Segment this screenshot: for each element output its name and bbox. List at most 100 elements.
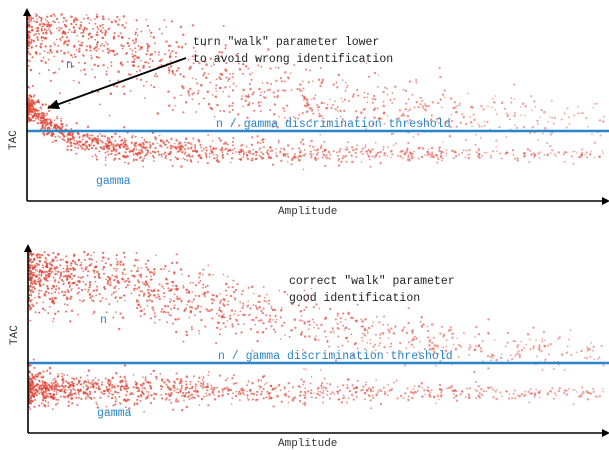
scatter-point xyxy=(477,149,481,152)
scatter-point xyxy=(569,329,572,331)
scatter-point xyxy=(124,161,126,164)
scatter-point xyxy=(152,150,155,153)
scatter-point xyxy=(37,263,40,266)
scatter-point xyxy=(39,256,42,259)
scatter-point xyxy=(38,386,41,390)
scatter-point xyxy=(85,398,87,400)
scatter-point xyxy=(180,165,183,168)
scatter-point xyxy=(420,315,424,319)
scatter-point xyxy=(415,101,418,104)
scatter-point xyxy=(86,125,90,129)
scatter-point xyxy=(64,294,66,296)
scatter-point xyxy=(475,397,478,400)
scatter-point xyxy=(374,98,377,101)
scatter-point xyxy=(400,350,402,353)
scatter-point xyxy=(297,156,300,159)
scatter-point xyxy=(112,143,115,146)
scatter-point xyxy=(456,105,459,107)
scatter-point xyxy=(593,141,597,144)
scatter-point xyxy=(258,154,261,157)
scatter-point xyxy=(208,155,211,158)
scatter-point xyxy=(565,393,569,396)
scatter-point xyxy=(495,358,498,362)
scatter-point xyxy=(77,287,80,290)
scatter-point xyxy=(386,115,389,117)
scatter-point xyxy=(475,151,478,154)
scatter-point xyxy=(28,30,31,34)
scatter-point xyxy=(194,148,197,151)
scatter-point xyxy=(224,379,227,382)
scatter-point xyxy=(417,147,420,150)
scatter-point xyxy=(134,33,137,36)
scatter-point xyxy=(51,297,54,300)
scatter-point xyxy=(553,117,556,120)
scatter-point xyxy=(56,273,58,275)
scatter-point xyxy=(365,62,368,64)
scatter-point xyxy=(164,53,167,56)
scatter-point xyxy=(262,321,265,325)
scatter-point xyxy=(299,394,302,397)
scatter-point xyxy=(85,384,88,387)
scatter-point xyxy=(58,389,61,392)
scatter-point xyxy=(317,157,320,160)
scatter-point xyxy=(72,385,75,388)
scatter-point xyxy=(590,392,593,395)
scatter-point xyxy=(85,49,88,52)
scatter-point xyxy=(82,270,85,272)
scatter-point xyxy=(53,139,57,142)
scatter-point xyxy=(242,150,244,153)
scatter-point xyxy=(123,364,127,367)
scatter-point xyxy=(115,148,118,151)
scatter-point xyxy=(82,386,85,388)
scatter-point xyxy=(403,326,406,329)
scatter-point xyxy=(319,114,322,117)
scatter-point xyxy=(208,273,211,276)
scatter-point xyxy=(62,270,65,273)
scatter-point xyxy=(40,108,43,110)
scatter-point xyxy=(70,31,73,33)
scatter-point xyxy=(31,303,34,306)
scatter-point xyxy=(62,133,65,136)
scatter-point xyxy=(331,391,334,394)
scatter-point xyxy=(573,114,576,117)
scatter-point xyxy=(592,349,594,352)
scatter-point xyxy=(260,65,263,68)
scatter-point xyxy=(290,89,293,91)
scatter-point xyxy=(180,300,183,303)
scatter-point xyxy=(477,385,480,387)
scatter-point xyxy=(212,299,215,302)
scatter-point xyxy=(367,75,371,78)
scatter-point xyxy=(263,90,266,94)
scatter-point xyxy=(259,147,262,150)
scatter-point xyxy=(550,99,553,102)
scatter-point xyxy=(84,73,87,76)
bottom-band-label-gamma: gamma xyxy=(97,407,132,420)
scatter-point xyxy=(231,104,234,107)
scatter-point xyxy=(173,271,176,274)
scatter-point xyxy=(29,60,31,63)
scatter-point xyxy=(86,17,90,20)
scatter-point xyxy=(182,285,185,287)
scatter-point xyxy=(164,304,167,308)
scatter-point xyxy=(382,145,385,148)
scatter-point xyxy=(139,310,142,313)
scatter-point xyxy=(187,274,190,278)
scatter-point xyxy=(49,49,52,53)
scatter-point xyxy=(218,137,221,140)
scatter-point xyxy=(188,94,191,97)
scatter-point xyxy=(67,133,71,136)
scatter-point xyxy=(62,380,65,384)
scatter-point xyxy=(364,146,367,148)
scatter-point xyxy=(208,152,211,155)
scatter-point xyxy=(174,288,176,290)
scatter-point xyxy=(136,152,139,155)
scatter-point xyxy=(118,135,121,138)
scatter-point xyxy=(305,306,308,309)
scatter-point xyxy=(67,297,69,300)
scatter-point xyxy=(158,283,161,286)
scatter-point xyxy=(134,47,137,50)
scatter-point xyxy=(144,313,146,315)
scatter-point xyxy=(445,387,448,390)
scatter-point xyxy=(88,145,91,148)
scatter-point xyxy=(426,336,430,339)
